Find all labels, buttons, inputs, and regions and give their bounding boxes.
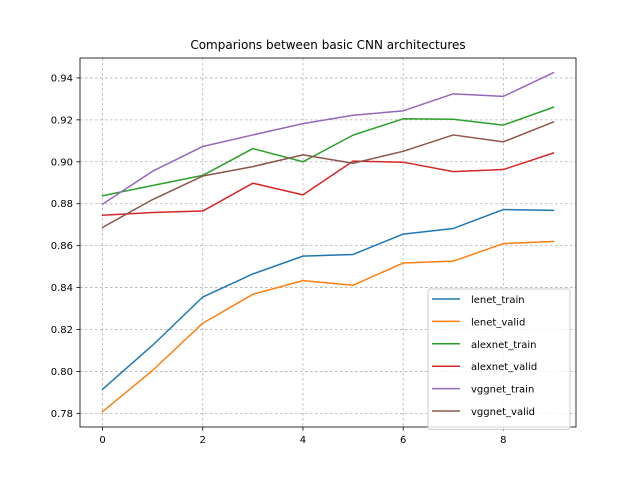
series-line-lenet-valid — [101, 240, 555, 413]
y-tick-label: 0.92 — [51, 115, 73, 126]
legend-label: lenet_valid — [471, 317, 525, 328]
y-tick-label: 0.78 — [51, 409, 73, 420]
y-tick-label: 0.88 — [51, 199, 73, 210]
legend-label: vggnet_train — [471, 385, 534, 396]
legend: lenet_train lenet_valid alexnet_trainalexn… — [427, 288, 571, 430]
legend-label: lenet_train — [471, 295, 525, 306]
plot-area-frame — [79, 57, 577, 428]
x-tick-label: 8 — [500, 435, 506, 446]
series-line-alexnet-valid — [101, 152, 555, 217]
series-line-vggnet-train — [101, 71, 555, 206]
y-tick-label: 0.84 — [51, 283, 73, 294]
x-tick-label: 4 — [300, 435, 306, 446]
legend-label: vggnet_valid — [471, 407, 535, 418]
series-line-lenet-train — [101, 208, 555, 391]
y-tick-label: 0.90 — [51, 157, 73, 168]
x-tick-label: 0 — [99, 435, 105, 446]
y-tick-label: 0.94 — [51, 73, 73, 84]
legend-box — [427, 288, 571, 430]
axis-ticks: 0 2 4 6 8 0.78 0.80 0.82 0.84 0.86 0.88 0.90 0.92 0.9… — [51, 73, 507, 446]
y-tick-label: 0.80 — [51, 367, 73, 378]
x-tick-label: 6 — [400, 435, 406, 446]
legend-label: alexnet_train — [471, 340, 537, 351]
legend-label: alexnet_valid — [471, 362, 537, 373]
y-tick-label: 0.86 — [51, 241, 73, 252]
x-tick-label: 2 — [200, 435, 206, 446]
series-line-alexnet-train — [101, 106, 555, 197]
series-lines — [101, 71, 555, 413]
series-line-vggnet-valid — [101, 120, 555, 229]
chart-title: Comparions between basic CNN architectur… — [190, 38, 465, 52]
y-tick-label: 0.82 — [51, 325, 73, 336]
